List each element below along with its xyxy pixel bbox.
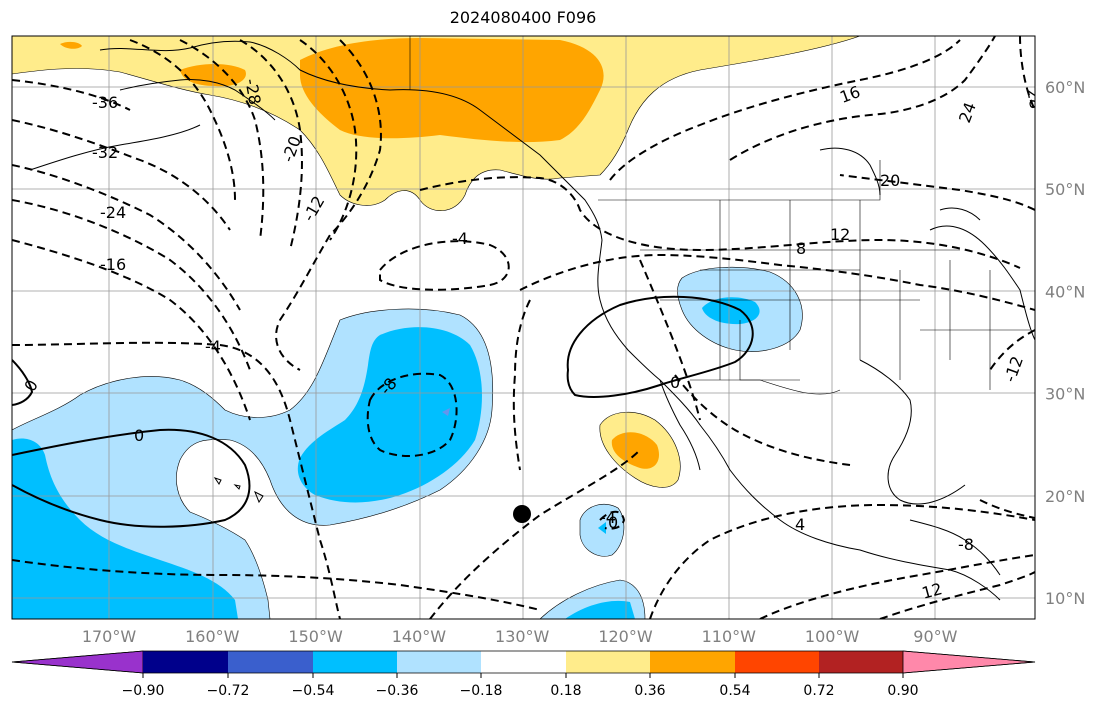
colorbar-segment bbox=[481, 651, 566, 673]
latitude-tick-label: 10°N bbox=[1045, 589, 1085, 608]
location-marker bbox=[513, 505, 531, 523]
contour-label: -28 bbox=[241, 77, 264, 106]
map-border bbox=[11, 35, 1036, 620]
colorbar-tick-label: 0.72 bbox=[803, 683, 834, 699]
colorbar-segment bbox=[143, 651, 228, 673]
latitude-tick-label: 40°N bbox=[1045, 282, 1085, 301]
longitude-tick-label: 150°W bbox=[288, 627, 343, 646]
colorbar-tick-label: −0.54 bbox=[292, 683, 335, 699]
contour-label: -32 bbox=[92, 143, 118, 162]
contours-negative bbox=[12, 36, 1035, 619]
colorbar-extend-low bbox=[11, 650, 144, 674]
contour-label: 12 bbox=[830, 225, 850, 244]
contour-label: -4 bbox=[600, 508, 616, 527]
contour-label: -16 bbox=[100, 255, 126, 274]
gridlines bbox=[12, 36, 1035, 619]
latitude-tick-label: 20°N bbox=[1045, 487, 1085, 506]
positive-anomaly-mid-north bbox=[300, 38, 604, 143]
longitude-tick-label: 140°W bbox=[392, 627, 447, 646]
colorbar-extend-high bbox=[902, 650, 1036, 674]
latitude-labels: 60°N 50°N 40°N 30°N 20°N 10°N bbox=[1045, 78, 1085, 608]
colorbar-segment bbox=[313, 651, 397, 673]
colorbar-tick-label: 0.18 bbox=[550, 683, 581, 699]
latitude-tick-label: 50°N bbox=[1045, 180, 1085, 199]
contour-label: 4 bbox=[795, 515, 805, 534]
longitude-tick-label: 90°W bbox=[913, 627, 957, 646]
colorbar-segment bbox=[650, 651, 735, 673]
contour-label: -4 bbox=[205, 337, 221, 356]
map-panel: -36 -32 -28 -24 -20 -16 -12 -8 -4 -4 -4 … bbox=[12, 36, 1045, 619]
colorbar-segment bbox=[735, 651, 819, 673]
map-title: 2024080400 F096 bbox=[449, 8, 597, 27]
colorbar-tick-label: 0.36 bbox=[634, 683, 665, 699]
colorbar-tick-label: −0.72 bbox=[207, 683, 250, 699]
colorbar-tick-label: 0.54 bbox=[719, 683, 750, 699]
longitude-tick-label: 100°W bbox=[805, 627, 860, 646]
colorbar-tick-label: 0.90 bbox=[887, 683, 918, 699]
latitude-tick-label: 60°N bbox=[1045, 78, 1085, 97]
longitude-tick-label: 110°W bbox=[702, 627, 757, 646]
contour-label: -24 bbox=[100, 203, 126, 222]
colorbar-tick-label: −0.36 bbox=[376, 683, 419, 699]
contour-label: 20 bbox=[880, 171, 900, 190]
colorbar-segment bbox=[819, 651, 903, 673]
negative-anomaly-mid-pacific bbox=[297, 327, 482, 503]
latitude-tick-label: 30°N bbox=[1045, 385, 1085, 404]
longitude-tick-label: 120°W bbox=[598, 627, 653, 646]
contour-label: 8 bbox=[796, 239, 806, 258]
longitude-tick-label: 170°W bbox=[82, 627, 137, 646]
contour-label: 12 bbox=[920, 579, 945, 603]
colorbar-tick-label: −0.90 bbox=[122, 683, 165, 699]
longitude-labels: 170°W 160°W 150°W 140°W 130°W 120°W 110°W 100°W… bbox=[82, 627, 958, 646]
longitude-tick-label: 160°W bbox=[185, 627, 240, 646]
contour-label: 0 bbox=[608, 513, 618, 532]
contour-label: -36 bbox=[92, 93, 118, 112]
colorbar-segment bbox=[566, 651, 650, 673]
colorbar-segment bbox=[228, 651, 313, 673]
contour-label: -8 bbox=[958, 535, 974, 554]
contour-label: 0 bbox=[134, 426, 144, 445]
colorbar: −0.90 −0.72 −0.54 −0.36 −0.18 0.18 0.36 0.54 0.7… bbox=[11, 650, 1036, 699]
contours-zero bbox=[12, 295, 754, 528]
contour-label: -4 bbox=[452, 229, 468, 248]
colorbar-segment bbox=[397, 651, 481, 673]
colorbar-tick-label: −0.18 bbox=[460, 683, 503, 699]
longitude-tick-label: 130°W bbox=[495, 627, 550, 646]
contour-label: 0 bbox=[670, 373, 680, 392]
contour-label: 28 bbox=[1023, 87, 1045, 110]
